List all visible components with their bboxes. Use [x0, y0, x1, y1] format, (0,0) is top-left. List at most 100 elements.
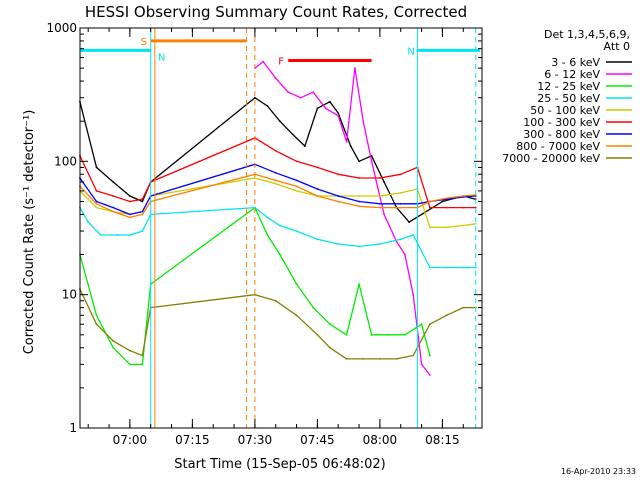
series-2-point-12: [370, 160, 373, 163]
series-6-point-9: [295, 160, 298, 163]
series-5-point-16: [429, 226, 431, 229]
plot-frame: [79, 27, 483, 429]
series-2-point-5: [299, 96, 302, 99]
series-1-point-22: [441, 200, 444, 203]
series-3-point-15: [370, 333, 373, 336]
series-4-point-14: [358, 245, 360, 248]
series-4-point-21: [474, 266, 477, 269]
legend-label-5: 50 - 100 keV: [530, 104, 600, 117]
timestamp-footer: 16-Apr-2010 23:33: [561, 467, 636, 476]
series-2-point-8: [337, 114, 340, 117]
series-5-point-8: [274, 182, 277, 185]
x-tick-label: 07:15: [175, 433, 210, 447]
series-5-point-12: [358, 195, 360, 197]
series-1-point-4: [129, 195, 131, 197]
series-3-point-17: [404, 333, 406, 336]
series-4-point-5: [129, 234, 131, 236]
series-5-point-7: [254, 177, 256, 179]
series-3-point-18: [420, 323, 423, 326]
legend-label-8: 800 - 7000 keV: [516, 140, 600, 153]
series-4-point-20: [462, 266, 465, 269]
series-4-point-18: [429, 266, 431, 269]
series-2-point-18: [429, 374, 431, 376]
series-1-point-13: [329, 100, 331, 103]
x-axis-label: Start Time (15-Sep-05 06:48:02): [174, 457, 385, 472]
series-3-point-14: [358, 283, 360, 285]
series-4-point-11: [295, 230, 298, 233]
series-6-point-17: [445, 206, 448, 209]
series-4-point-10: [279, 224, 281, 227]
series-8-point-16: [429, 200, 431, 203]
series-1-point-9: [279, 120, 281, 123]
series-4-point-17: [412, 234, 415, 236]
series-4-point-6: [141, 230, 144, 233]
flag-label-1: S: [141, 37, 147, 48]
series-6-point-2: [95, 190, 98, 192]
series-7-point-12: [358, 200, 360, 203]
series-5-point-2: [95, 206, 98, 209]
series-7-point-5: [141, 210, 144, 213]
series-5-point-9: [295, 190, 298, 192]
series-8-point-4: [129, 216, 131, 219]
series-9-point-7: [254, 293, 256, 296]
series-8-point-17: [445, 197, 448, 200]
series-2-point-7: [324, 107, 327, 110]
series-7-point-8: [274, 171, 277, 174]
series-6-point-3: [112, 195, 115, 197]
series-line-2: [254, 60, 431, 376]
series-9-point-4: [129, 349, 131, 352]
series-9-point-12: [345, 358, 348, 360]
series-3-point-10: [295, 283, 298, 285]
series-1-point-10: [291, 133, 294, 136]
series-8-point-9: [295, 185, 298, 188]
flag-label-4: F: [278, 57, 284, 68]
series-1-point-5: [141, 200, 144, 203]
series-2-point-16: [412, 293, 415, 296]
x-tick-label: 07:00: [113, 433, 148, 447]
series-4-point-13: [337, 243, 340, 245]
series-3-point-16: [387, 333, 390, 336]
legend-label-4: 25 - 50 keV: [537, 92, 600, 105]
series-9-point-17: [429, 323, 431, 326]
series-9-point-18: [445, 314, 448, 317]
legend-label-7: 300 - 800 keV: [523, 128, 600, 141]
series-7-point-13: [379, 202, 381, 205]
series-3-point-2: [95, 314, 98, 317]
series-9-point-9: [295, 314, 298, 317]
series-1-point-18: [383, 181, 385, 183]
series-6-point-13: [379, 177, 381, 179]
series-3-point-5: [141, 363, 144, 366]
series-1-point-15: [349, 145, 352, 148]
series-2-point-2: [262, 60, 265, 63]
x-tick-label: 08:15: [425, 433, 460, 447]
legend-label-6: 100 - 300 keV: [523, 116, 600, 129]
series-1-point-14: [337, 112, 340, 114]
series-2-point-17: [420, 363, 423, 366]
series-9-point-5: [141, 354, 144, 357]
series-9-point-15: [395, 358, 398, 360]
series-9-point-16: [412, 354, 415, 357]
series-6-point-14: [399, 173, 402, 176]
legend-header-line-2: Att 0: [604, 40, 630, 53]
series-2-point-4: [287, 91, 290, 94]
series-1-point-7: [254, 96, 256, 99]
legend-label-3: 12 - 25 keV: [537, 80, 600, 93]
series-5-point-14: [399, 192, 402, 194]
x-tick-label: 07:45: [300, 433, 335, 447]
series-3-point-19: [429, 354, 431, 357]
series-8-point-3: [112, 210, 115, 213]
series-2-point-6: [312, 91, 315, 94]
axes: 1 10 100 1000 07:00 07:15 07:30 07:45 08:00 08:15: [46, 21, 483, 447]
series-5-point-19: [474, 222, 477, 225]
flag-label-2: N: [158, 52, 165, 63]
y-tick-label: 100: [54, 154, 77, 168]
series-1-point-21: [420, 213, 423, 216]
series-6-point-4: [129, 200, 131, 203]
y-tick-label: 1000: [46, 21, 77, 35]
legend-label-2: 6 - 12 keV: [544, 68, 600, 81]
series-2-point-14: [395, 240, 398, 243]
series-2-point-3: [274, 77, 277, 80]
series-1-point-12: [316, 107, 319, 110]
